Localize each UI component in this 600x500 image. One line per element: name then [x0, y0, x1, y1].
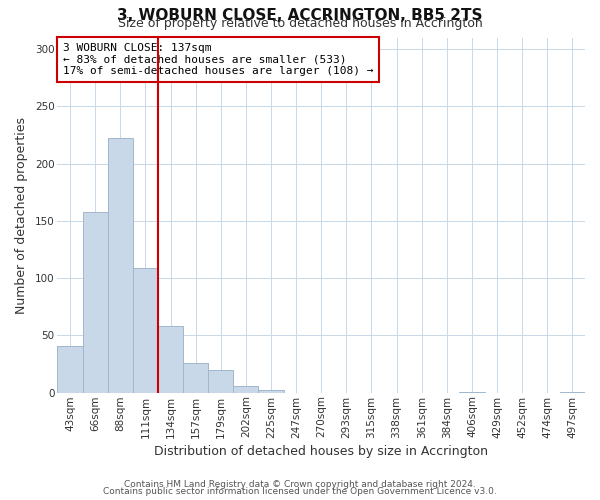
Bar — [233, 386, 259, 392]
Bar — [133, 268, 158, 392]
Bar — [183, 363, 208, 392]
Text: Contains HM Land Registry data © Crown copyright and database right 2024.: Contains HM Land Registry data © Crown c… — [124, 480, 476, 489]
Bar — [208, 370, 233, 392]
Text: 3 WOBURN CLOSE: 137sqm
← 83% of detached houses are smaller (533)
17% of semi-de: 3 WOBURN CLOSE: 137sqm ← 83% of detached… — [63, 43, 373, 76]
Text: Size of property relative to detached houses in Accrington: Size of property relative to detached ho… — [118, 18, 482, 30]
Bar — [108, 138, 133, 392]
Text: 3, WOBURN CLOSE, ACCRINGTON, BB5 2TS: 3, WOBURN CLOSE, ACCRINGTON, BB5 2TS — [117, 8, 483, 22]
Y-axis label: Number of detached properties: Number of detached properties — [15, 116, 28, 314]
X-axis label: Distribution of detached houses by size in Accrington: Distribution of detached houses by size … — [154, 444, 488, 458]
Bar — [158, 326, 183, 392]
Bar — [259, 390, 284, 392]
Text: Contains public sector information licensed under the Open Government Licence v3: Contains public sector information licen… — [103, 487, 497, 496]
Bar — [58, 346, 83, 393]
Bar — [83, 212, 108, 392]
